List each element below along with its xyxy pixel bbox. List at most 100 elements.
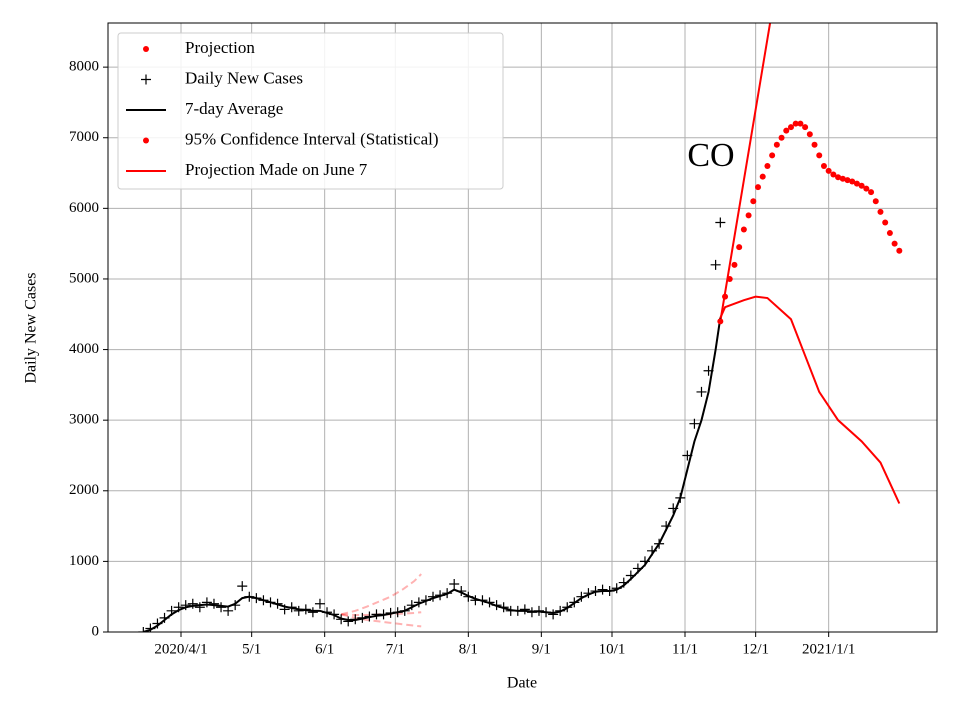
daily-case-marker: [223, 605, 234, 616]
daily-case-marker: [512, 605, 523, 616]
daily-case-marker: [357, 612, 368, 623]
projection-point: [868, 189, 875, 196]
y-tick-label: 0: [92, 623, 100, 639]
x-tick-label: 6/1: [315, 641, 334, 657]
daily-case-marker: [152, 618, 163, 629]
daily-case-marker: [237, 581, 248, 592]
x-tick-label: 9/1: [532, 641, 551, 657]
daily-case-marker: [654, 538, 665, 549]
projection-point: [783, 127, 790, 134]
legend-label: 95% Confidence Interval (Statistical): [185, 129, 439, 148]
daily-case-marker: [715, 217, 726, 228]
projection-point: [717, 318, 724, 325]
daily-case-marker: [329, 609, 340, 620]
legend-marker: [143, 46, 149, 52]
daily-case-marker: [548, 609, 559, 620]
daily-case-marker: [314, 598, 325, 609]
legend-marker: [143, 137, 149, 144]
daily-case-marker: [293, 605, 304, 616]
projection-point: [802, 124, 809, 131]
projection-point: [722, 293, 729, 300]
daily-case-marker: [159, 612, 170, 623]
projection-point: [736, 244, 743, 251]
daily-case-marker: [498, 602, 509, 613]
daily-case-marker: [230, 600, 241, 611]
daily-case-marker: [286, 602, 297, 613]
daily-case-marker: [555, 605, 566, 616]
projection-point: [858, 182, 865, 189]
daily-case-marker: [194, 602, 205, 613]
projection-point: [891, 240, 898, 247]
y-tick-label: 7000: [69, 129, 99, 145]
projection-point: [792, 120, 799, 127]
daily-case-marker: [590, 586, 601, 597]
daily-case-marker: [533, 605, 544, 616]
x-tick-label: 10/1: [599, 641, 626, 657]
x-tick-label: 11/1: [672, 641, 698, 657]
daily-case-marker: [428, 591, 439, 602]
daily-case-marker: [279, 604, 290, 615]
daily-case-marker: [208, 598, 219, 609]
projection-point: [886, 230, 893, 237]
daily-case-marker: [406, 600, 417, 611]
daily-case-marker: [251, 593, 262, 604]
daily-case-marker: [392, 607, 403, 618]
daily-case-marker: [463, 591, 474, 602]
legend-marker: [141, 74, 151, 85]
projection-point: [755, 184, 762, 191]
daily-case-marker: [647, 545, 658, 556]
ci-upper-line: [719, 23, 772, 322]
projection-point: [811, 141, 818, 148]
daily-case-marker: [477, 595, 488, 606]
legend-label: Projection: [185, 38, 255, 57]
projection-point: [872, 198, 879, 205]
projection-point: [740, 226, 747, 233]
x-tick-label: 7/1: [386, 641, 405, 657]
y-tick-label: 4000: [69, 341, 99, 357]
projection-point: [830, 171, 837, 178]
daily-case-marker: [216, 602, 227, 613]
x-tick-label: 12/1: [742, 641, 769, 657]
daily-case-marker: [166, 605, 177, 616]
daily-case-marker: [569, 597, 580, 608]
legend-label: Daily New Cases: [185, 68, 303, 87]
annotation: CO: [687, 137, 734, 174]
daily-case-marker: [618, 577, 629, 588]
projection-point: [877, 208, 884, 215]
projection-point: [773, 141, 780, 148]
y-tick-label: 6000: [69, 200, 99, 216]
projection-point: [759, 173, 766, 180]
daily-case-marker: [350, 614, 361, 625]
daily-case-marker: [703, 365, 714, 376]
daily-case-marker: [442, 588, 453, 599]
daily-case-marker: [491, 600, 502, 611]
daily-case-marker: [385, 607, 396, 618]
axes-frame: [107, 22, 938, 633]
daily-case-marker: [675, 492, 686, 503]
daily-case-marker: [710, 259, 721, 270]
projection-point: [853, 180, 860, 187]
y-tick-label: 1000: [69, 553, 99, 569]
projection-point: [839, 175, 846, 182]
daily-case-marker: [378, 609, 389, 620]
daily-case-marker: [668, 503, 679, 514]
ci-lower-line: [719, 295, 901, 504]
daily-case-marker: [661, 521, 672, 532]
x-tick-label: 2020/4/1: [154, 641, 207, 657]
projection-point: [806, 131, 813, 138]
daily-case-marker: [300, 604, 311, 615]
projection-point: [896, 247, 903, 254]
daily-case-marker: [632, 563, 643, 574]
daily-case-marker: [265, 597, 276, 608]
projection-point: [731, 261, 738, 268]
daily-case-marker: [435, 590, 446, 601]
daily-case-marker: [343, 616, 354, 627]
daily-case-marker: [682, 450, 693, 461]
daily-case-marker: [420, 595, 431, 606]
june-projection-line: [341, 611, 422, 617]
daily-case-marker: [272, 598, 283, 609]
legend-label: Projection Made on June 7: [185, 160, 368, 179]
daily-case-marker: [562, 602, 573, 613]
daily-case-marker: [173, 602, 184, 613]
